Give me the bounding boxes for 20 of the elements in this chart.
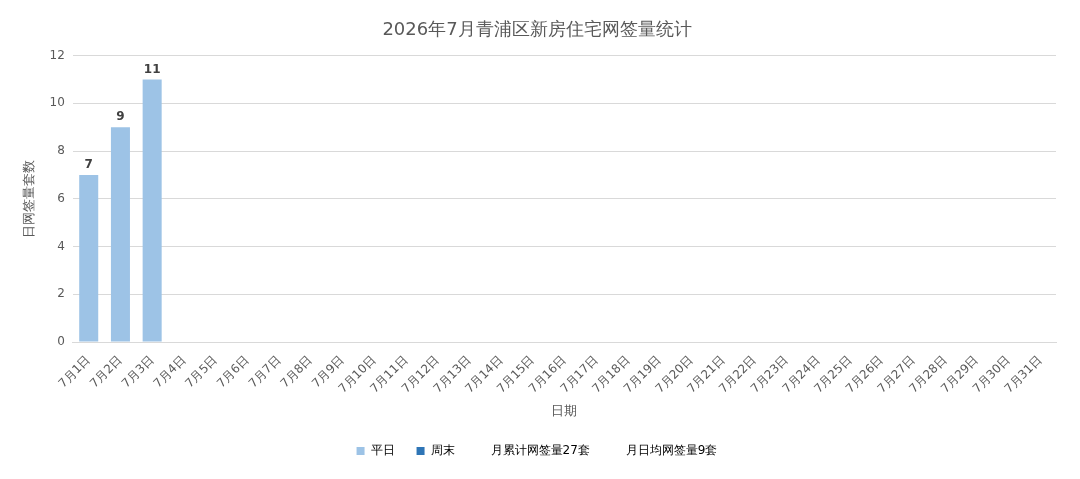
chart-title: 2026年7月青浦区新房住宅网签量统计 bbox=[382, 18, 692, 40]
legend-label: 周末 bbox=[430, 443, 455, 458]
data-label: 7 bbox=[84, 157, 93, 172]
y-tick-label: 12 bbox=[49, 47, 65, 62]
data-label: 9 bbox=[116, 109, 125, 124]
bar bbox=[110, 127, 130, 342]
y-tick-label: 6 bbox=[57, 190, 65, 205]
y-tick-label: 10 bbox=[49, 95, 65, 110]
bar bbox=[142, 79, 162, 342]
y-axis-title: 日网签量套数 bbox=[21, 159, 37, 238]
bar bbox=[79, 174, 99, 342]
y-tick-label: 4 bbox=[57, 238, 65, 253]
text: 月累计网签量27套 bbox=[490, 443, 590, 458]
y-tick-label: 8 bbox=[57, 143, 65, 158]
y-tick-label: 2 bbox=[57, 286, 65, 301]
data-label: 11 bbox=[143, 61, 161, 76]
legend-label: 平日 bbox=[370, 443, 395, 458]
y-tick-label: 0 bbox=[57, 334, 65, 349]
text: 月日均网签量9套 bbox=[625, 443, 718, 458]
x-axis-title: 日期 bbox=[551, 402, 578, 418]
